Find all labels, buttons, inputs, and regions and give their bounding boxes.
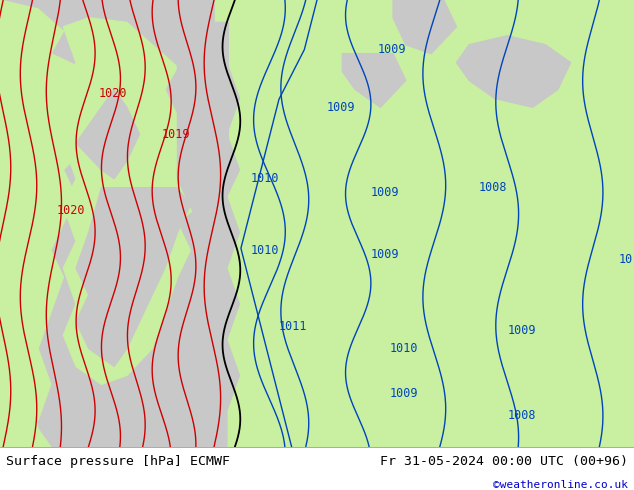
Text: 1009: 1009: [371, 248, 399, 261]
Text: 1019: 1019: [162, 127, 190, 141]
Text: 1008: 1008: [507, 409, 536, 422]
Polygon shape: [0, 23, 51, 447]
Text: 10: 10: [618, 253, 632, 266]
Text: 1008: 1008: [479, 181, 507, 194]
Polygon shape: [0, 0, 101, 447]
Polygon shape: [63, 18, 216, 384]
Text: 1010: 1010: [390, 342, 418, 355]
Text: 1009: 1009: [507, 324, 536, 337]
Polygon shape: [393, 0, 456, 53]
Polygon shape: [216, 0, 634, 447]
Text: 1009: 1009: [371, 186, 399, 198]
Polygon shape: [76, 89, 139, 179]
Polygon shape: [456, 36, 571, 107]
Polygon shape: [342, 53, 406, 107]
Text: 1011: 1011: [279, 319, 307, 333]
Text: 1020: 1020: [57, 203, 86, 217]
Polygon shape: [76, 188, 190, 367]
Text: ©weatheronline.co.uk: ©weatheronline.co.uk: [493, 480, 628, 490]
Text: 1009: 1009: [377, 43, 406, 56]
Text: 1020: 1020: [98, 87, 127, 100]
Text: 1009: 1009: [390, 387, 418, 400]
Text: Surface pressure [hPa] ECMWF: Surface pressure [hPa] ECMWF: [6, 456, 230, 468]
Text: 1010: 1010: [250, 172, 279, 185]
Text: Fr 31-05-2024 00:00 UTC (00+96): Fr 31-05-2024 00:00 UTC (00+96): [380, 456, 628, 468]
Text: 1010: 1010: [250, 244, 279, 257]
Polygon shape: [178, 23, 228, 232]
Text: 1009: 1009: [327, 101, 355, 114]
